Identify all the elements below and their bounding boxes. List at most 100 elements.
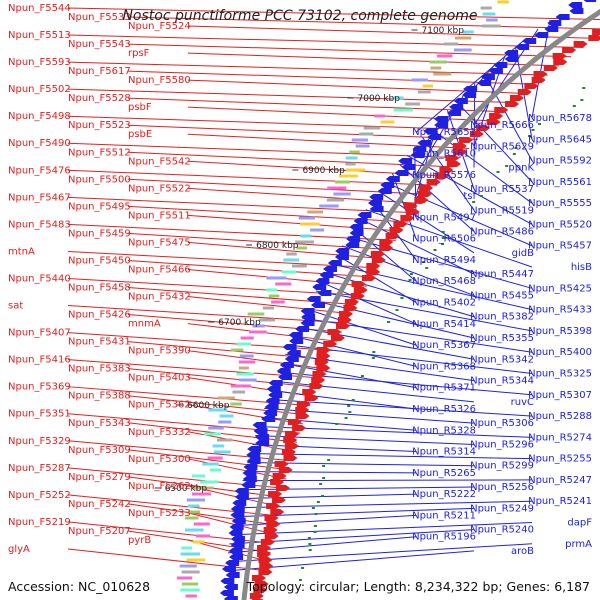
reverse-gene-arrow <box>568 2 583 8</box>
forward-gene-arrow <box>350 293 365 299</box>
reverse-gene-arrow <box>367 200 382 206</box>
feature-bar <box>236 342 252 346</box>
gene-label-right: Npun_R5576 <box>412 170 476 181</box>
feature-dot <box>512 153 516 155</box>
feature-dot <box>319 483 323 485</box>
gene-label-left: Npun_F5524 <box>128 21 191 32</box>
gene-label-right: Npun_R5314 <box>412 447 476 458</box>
feature-bar <box>393 108 413 112</box>
forward-gene-arrow <box>260 539 275 545</box>
feature-dot <box>505 165 509 167</box>
forward-gene-arrow <box>264 515 279 521</box>
feature-bar <box>209 468 222 472</box>
forward-gene-arrow <box>385 233 400 239</box>
reverse-gene-arrow <box>317 290 332 296</box>
feature-bar <box>184 528 204 532</box>
gene-label-left: Npun_F5233 <box>128 508 191 519</box>
feature-bar <box>355 144 370 148</box>
feature-bar <box>327 186 347 190</box>
feature-bar <box>193 522 210 526</box>
reverse-gene-arrow <box>255 440 270 446</box>
label-connector <box>67 88 516 104</box>
feature-bar <box>462 30 474 34</box>
forward-gene-arrow <box>379 239 394 245</box>
gene-label-right: gidB <box>512 248 534 259</box>
gene-label-right: Npun_R5537 <box>470 184 534 195</box>
label-connector <box>127 43 572 58</box>
label-connector <box>242 479 533 482</box>
gene-label-left: Npun_F5309 <box>68 445 131 456</box>
reverse-gene-arrow <box>463 86 478 92</box>
gene-label-right: Npun_R5342 <box>470 354 534 365</box>
gene-label-right: hisB <box>571 262 592 273</box>
reverse-gene-arrow <box>477 80 492 86</box>
feature-bar <box>345 162 356 166</box>
forward-gene-arrow <box>417 191 432 197</box>
feature-bar <box>200 480 219 484</box>
forward-gene-arrow <box>263 527 278 533</box>
reverse-gene-arrow <box>268 392 283 398</box>
reverse-gene-arrow <box>220 578 235 584</box>
reverse-gene-arrow <box>335 248 350 254</box>
forward-gene-arrow <box>296 401 311 407</box>
forward-gene-arrow <box>379 245 394 251</box>
feature-bar <box>230 402 242 406</box>
feature-bar <box>236 372 254 376</box>
gene-label-left: Npun_F5262 <box>128 481 191 492</box>
forward-gene-arrow <box>494 107 509 113</box>
label-connector <box>422 137 475 211</box>
gene-label-right: tsf <box>463 191 476 202</box>
forward-gene-arrow <box>403 203 418 209</box>
feature-dot <box>572 105 576 107</box>
label-connector <box>385 182 533 247</box>
gene-label-right: ruvC <box>511 397 534 408</box>
reverse-gene-arrow <box>229 554 244 560</box>
feature-dot <box>372 351 376 353</box>
reverse-gene-arrow <box>232 500 247 506</box>
feature-bar <box>239 378 257 382</box>
reverse-gene-arrow <box>261 416 276 422</box>
feature-bar <box>191 474 206 478</box>
forward-gene-arrow <box>278 467 293 473</box>
forward-gene-arrow <box>489 113 504 119</box>
gene-label-left: Npun_F5219 <box>8 517 71 528</box>
forward-gene-arrow <box>257 545 272 551</box>
feature-bar <box>480 6 492 10</box>
reverse-gene-arrow <box>242 470 257 476</box>
reverse-gene-arrow <box>353 218 368 224</box>
gene-label-left: Npun_F5522 <box>128 183 191 194</box>
feature-bar <box>497 0 509 4</box>
forward-gene-arrow <box>588 35 600 41</box>
gene-label-right: Npun_R5506 <box>412 234 476 245</box>
label-connector <box>230 522 533 536</box>
reverse-gene-arrow <box>228 530 243 536</box>
forward-gene-arrow <box>414 197 429 203</box>
forward-gene-arrow <box>271 497 286 503</box>
forward-gene-arrow <box>459 137 474 143</box>
forward-gene-arrow <box>552 53 567 59</box>
gene-label-right: ppnK <box>508 163 534 174</box>
reverse-gene-arrow <box>412 146 427 152</box>
gene-label-right: Npun_R5256 <box>470 482 534 493</box>
gene-label-left: Npun_F5343 <box>68 418 131 429</box>
reverse-gene-arrow <box>434 116 449 122</box>
forward-gene-arrow <box>316 365 331 371</box>
gene-label-left: Npun_F5617 <box>68 66 131 77</box>
feature-dot <box>313 531 317 533</box>
gene-label-left: Npun_F5403 <box>128 373 191 384</box>
label-connector <box>187 512 274 535</box>
feature-bar <box>275 282 292 286</box>
feature-bar <box>454 36 472 40</box>
reverse-gene-arrow <box>480 74 495 80</box>
gene-label-left: Npun_F5329 <box>8 436 71 447</box>
label-connector <box>67 61 548 76</box>
reverse-gene-arrow <box>264 404 279 410</box>
feature-bar <box>300 234 312 238</box>
reverse-gene-arrow <box>504 56 519 62</box>
feature-dot <box>395 309 399 311</box>
gene-label-right: Npun_R5519 <box>470 205 534 216</box>
feature-dot <box>313 525 317 527</box>
label-connector <box>252 444 417 453</box>
feature-dot <box>311 507 315 509</box>
